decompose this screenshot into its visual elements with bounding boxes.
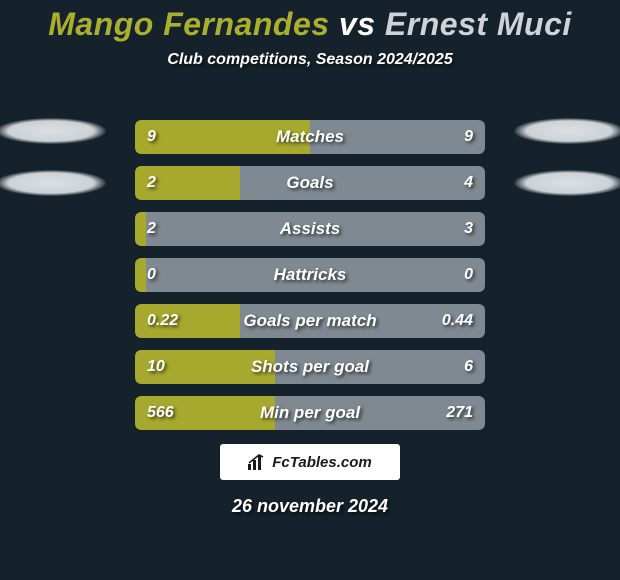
stat-label: Goals per match	[135, 304, 485, 338]
stat-label: Goals	[135, 166, 485, 200]
chart-icon	[248, 454, 266, 470]
player1-silhouette-shadows	[0, 118, 116, 222]
stat-label: Assists	[135, 212, 485, 246]
infographic-date: 26 november 2024	[0, 496, 620, 517]
stat-rows-container: 99Matches 24Goals 23Assists 00Hattricks 0.22…	[135, 120, 485, 442]
player1-name: Mango Fernandes	[48, 6, 329, 42]
stat-row: 566271Min per goal	[135, 396, 485, 430]
oval-shadow	[514, 118, 620, 144]
stat-row: 24Goals	[135, 166, 485, 200]
stat-row: 23Assists	[135, 212, 485, 246]
stat-row: 0.220.44Goals per match	[135, 304, 485, 338]
oval-shadow	[0, 170, 106, 196]
stat-row: 106Shots per goal	[135, 350, 485, 384]
player2-name: Ernest Muci	[385, 6, 572, 42]
stat-label: Shots per goal	[135, 350, 485, 384]
stat-row: 99Matches	[135, 120, 485, 154]
stat-label: Matches	[135, 120, 485, 154]
player2-silhouette-shadows	[504, 118, 620, 222]
subtitle: Club competitions, Season 2024/2025	[0, 51, 620, 69]
vs-label: vs	[339, 6, 376, 42]
stat-row: 00Hattricks	[135, 258, 485, 292]
oval-shadow	[514, 170, 620, 196]
oval-shadow	[0, 118, 106, 144]
site-logo: FcTables.com	[220, 444, 400, 480]
comparison-title: Mango Fernandes vs Ernest Muci	[0, 0, 620, 43]
stat-label: Hattricks	[135, 258, 485, 292]
stat-label: Min per goal	[135, 396, 485, 430]
logo-text: FcTables.com	[272, 454, 371, 471]
